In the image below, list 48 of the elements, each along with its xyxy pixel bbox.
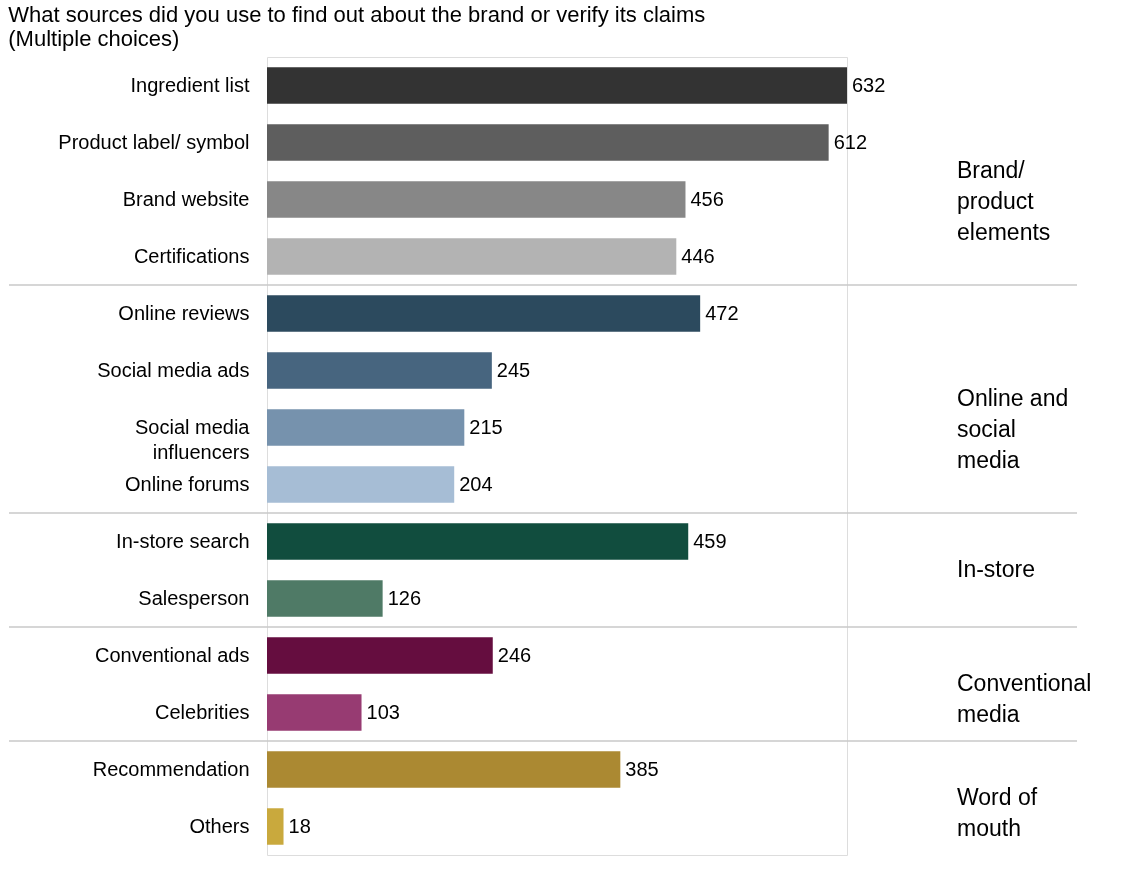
bar (267, 466, 455, 503)
text: In-store (957, 556, 1035, 582)
bar (267, 67, 847, 104)
data-label: 612 (833, 130, 868, 153)
y-tick-label: Product label/ symbol (58, 130, 250, 153)
bar (267, 580, 383, 617)
data-label: 456 (690, 187, 724, 210)
bar (267, 238, 677, 275)
data-label: 446 (681, 244, 715, 267)
text: Conventional media (957, 670, 1092, 727)
chart-title: What sources did you use to find out about the brand or verify its claims (Multiple choices) (8, 2, 706, 51)
y-tick-label: Online forums (125, 472, 250, 495)
y-tick-label: Online reviews (118, 301, 250, 324)
bar (267, 409, 465, 446)
y-tick-label: Social media influencers (134, 415, 251, 463)
data-label: 459 (693, 529, 727, 552)
bar (267, 637, 493, 674)
bar (267, 694, 362, 731)
bar (267, 295, 701, 332)
data-label: 18 (288, 814, 311, 837)
bar (267, 124, 829, 161)
y-tick-label: Conventional ads (94, 643, 250, 666)
y-tick-label: Social media ads (97, 358, 250, 381)
text: Brand/ product elements (957, 157, 1051, 245)
y-tick-label: Recommendation (92, 757, 250, 780)
data-label: 385 (625, 757, 659, 780)
data-label: 204 (459, 472, 493, 495)
data-label: 472 (705, 301, 739, 324)
y-tick-label: Ingredient list (130, 73, 250, 96)
data-label: 126 (387, 586, 422, 609)
data-label: 245 (496, 358, 531, 381)
y-tick-label: Salesperson (138, 586, 250, 609)
data-label: 632 (852, 73, 886, 96)
bar (267, 751, 621, 788)
bar (267, 808, 284, 845)
text: Word of mouth (957, 784, 1038, 841)
y-tick-label: Brand website (122, 187, 250, 210)
bar (267, 523, 689, 560)
y-tick-label: In-store search (116, 529, 250, 552)
text: Online and social media (957, 385, 1069, 473)
y-tick-label: Certifications (133, 244, 250, 267)
y-tick-label: Others (189, 814, 250, 837)
bar (267, 352, 492, 389)
data-label: 246 (497, 643, 532, 666)
data-label: 215 (469, 415, 503, 438)
data-label: 103 (366, 700, 400, 723)
y-tick-label: Celebrities (155, 700, 250, 723)
bar (267, 181, 686, 218)
